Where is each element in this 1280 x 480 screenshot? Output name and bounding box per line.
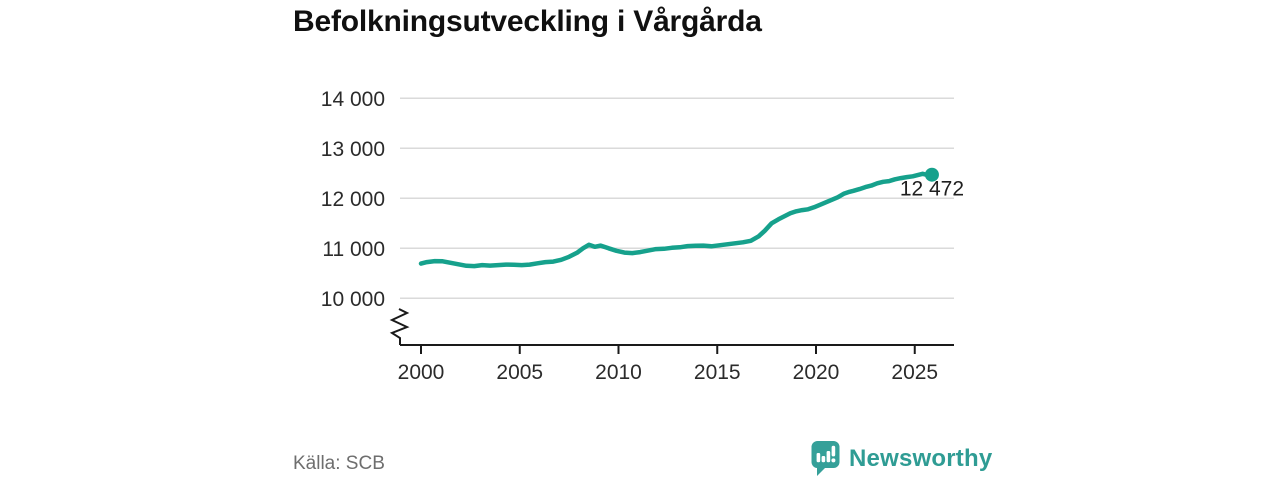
y-tick-label: 11 000 — [322, 238, 385, 261]
axis-break-icon — [389, 308, 410, 345]
endpoint-dot — [924, 167, 939, 182]
y-tick-label: 13 000 — [321, 138, 385, 161]
y-tick-label: 10 000 — [321, 288, 385, 311]
newsworthy-logo[interactable]: Newsworthy — [811, 441, 992, 477]
population-line — [418, 171, 935, 269]
newsworthy-icon — [811, 441, 840, 477]
x-tick-label: 2025 — [891, 361, 938, 384]
x-tick-label: 2010 — [595, 361, 642, 384]
newsworthy-logo-text: Newsworthy — [849, 445, 993, 472]
source-label: Källa: SCB — [293, 453, 385, 474]
y-tick-label: 12 000 — [321, 188, 385, 211]
endpoint-value-label: 12 472 — [900, 178, 964, 201]
chart-title: Befolkningsutveckling i Vårgårda — [293, 5, 762, 38]
x-tick-label: 2020 — [793, 361, 840, 384]
x-tick-label: 2005 — [496, 361, 543, 384]
y-tick-label: 14 000 — [321, 88, 385, 111]
x-tick-label: 2000 — [398, 361, 445, 384]
x-tick-label: 2015 — [694, 361, 741, 384]
